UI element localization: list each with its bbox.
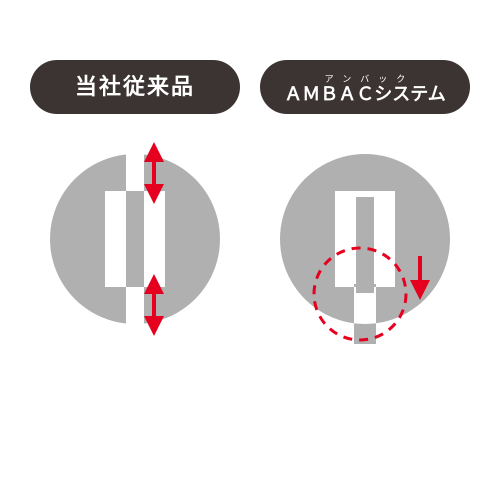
- diagram-conventional: [30, 134, 240, 344]
- diagram-ambac: [260, 134, 470, 344]
- label-pill-ambac: アンバック ＡＭＢＡＣシステム: [260, 60, 470, 114]
- panel-ambac: アンバック ＡＭＢＡＣシステム: [260, 60, 470, 344]
- center-bar-left: [126, 191, 144, 287]
- center-bar-ambac: [356, 197, 374, 293]
- label-main-ambac: ＡＭＢＡＣシステム: [284, 85, 445, 103]
- panel-conventional: 当社従来品: [30, 60, 240, 344]
- label-pill-conventional: 当社従来品: [30, 60, 240, 114]
- label-ruby-ambac: アンバック: [316, 75, 415, 84]
- label-main-conventional: 当社従来品: [75, 76, 195, 98]
